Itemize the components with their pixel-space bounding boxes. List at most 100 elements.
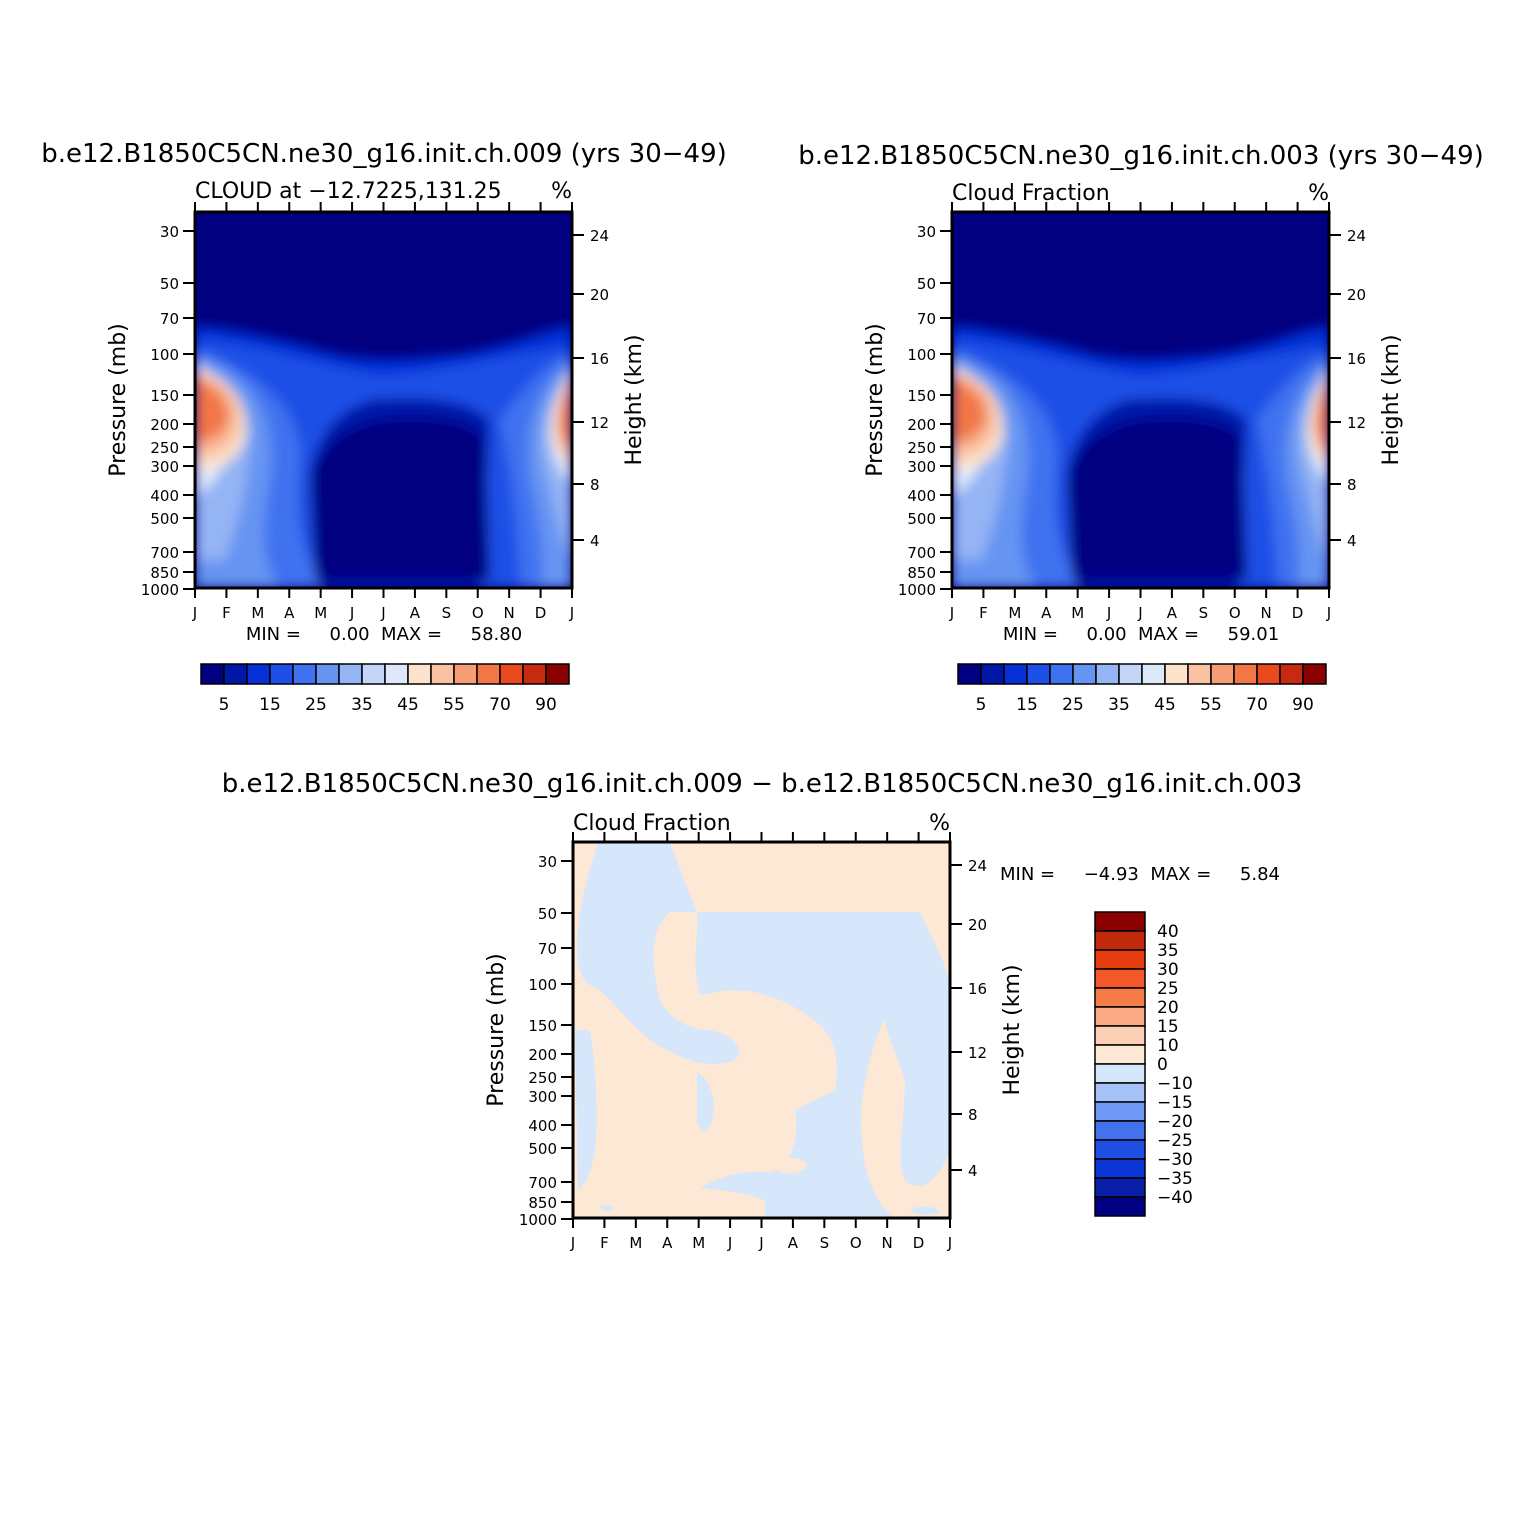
height-tick-label: 12 (590, 414, 609, 432)
month-tick-label: F (222, 604, 231, 622)
colorbar-label: −20 (1157, 1112, 1193, 1132)
month-tick-label: F (600, 1234, 609, 1252)
panel-3-ylabel: Pressure (mb) (484, 953, 509, 1107)
panel-2-contour-field (952, 212, 1329, 588)
month-tick-label: O (1229, 604, 1241, 622)
colorbar-box (407, 663, 432, 685)
colorbar-box (957, 663, 982, 685)
month-tick-label: S (820, 1234, 830, 1252)
colorbar-box (499, 663, 524, 685)
colorbar-label: 70 (489, 695, 511, 715)
pressure-tick-label: 1000 (141, 581, 179, 599)
panel-3-ylabel-right: Height (km) (1000, 964, 1025, 1095)
colorbar-box (1094, 1120, 1146, 1141)
colorbar-label: 55 (443, 695, 465, 715)
colorbar-box (315, 663, 340, 685)
colorbar-box (1095, 663, 1120, 685)
month-tick-label: M (629, 1234, 642, 1252)
colorbar-box (1164, 663, 1189, 685)
month-tick-label: J (349, 604, 354, 622)
pressure-tick-label: 500 (528, 1140, 557, 1158)
colorbar-label: 10 (1157, 1036, 1179, 1056)
colorbar-box (1094, 1044, 1146, 1065)
colorbar-box (269, 663, 294, 685)
colorbar-label: 35 (1108, 695, 1130, 715)
colorbar-box (223, 663, 248, 685)
pressure-tick-label: 400 (907, 487, 936, 505)
colorbar-label: 40 (1157, 922, 1179, 942)
colorbar-box (1094, 1139, 1146, 1160)
colorbar-label: 55 (1200, 695, 1222, 715)
colorbar-box (1187, 663, 1212, 685)
pressure-tick-label: 850 (907, 564, 936, 582)
panel-3-height-ticks: 24 20 16 12 8 4 (950, 857, 987, 1180)
colorbar-box (1094, 1177, 1146, 1198)
month-tick-label: A (662, 1234, 673, 1252)
month-tick-label: D (535, 604, 547, 622)
height-tick-label: 8 (590, 476, 600, 494)
panel-2-ylabel-right: Height (km) (1379, 334, 1404, 465)
pressure-tick-label: 700 (150, 544, 179, 562)
colorbar-box (246, 663, 271, 685)
month-tick-label: F (979, 604, 988, 622)
colorbar-box (292, 663, 317, 685)
pressure-tick-label: 100 (150, 346, 179, 364)
colorbar-box (1094, 1158, 1146, 1179)
panel-2-stats: MIN = 0.00 MAX = 59.01 (1003, 624, 1279, 645)
height-tick-label: 16 (968, 980, 987, 998)
month-tick-label: J (727, 1234, 732, 1252)
colorbar-box (1094, 968, 1146, 989)
month-tick-label: M (1008, 604, 1021, 622)
pressure-tick-label: 30 (160, 223, 179, 241)
month-tick-label: J (947, 1234, 952, 1252)
colorbar-label: 25 (305, 695, 327, 715)
panel-2: b.e12.B1850C5CN.ne30_g16.init.ch.003 (yr… (798, 141, 1484, 715)
pressure-tick-label: 30 (917, 223, 936, 241)
height-tick-label: 20 (1347, 286, 1366, 304)
height-tick-label: 12 (968, 1044, 987, 1062)
colorbar-box (1094, 911, 1146, 932)
colorbar-box (522, 663, 547, 685)
panel-3: b.e12.B1850C5CN.ne30_g16.init.ch.009 − b… (222, 769, 1303, 1252)
colorbar-label: 20 (1157, 998, 1179, 1018)
colorbar-label: −30 (1157, 1150, 1193, 1170)
month-tick-label: J (192, 604, 197, 622)
month-tick-label: J (569, 604, 574, 622)
height-tick-label: 4 (590, 532, 600, 550)
pressure-tick-label: 30 (538, 853, 557, 871)
pressure-tick-label: 700 (907, 544, 936, 562)
month-tick-label: N (1261, 604, 1272, 622)
panel-1-ylabel: Pressure (mb) (106, 323, 131, 477)
month-tick-label: M (251, 604, 264, 622)
pressure-tick-label: 500 (150, 510, 179, 528)
colorbar-label: 45 (397, 695, 419, 715)
month-tick-label: J (380, 604, 385, 622)
panel-2-title: b.e12.B1850C5CN.ne30_g16.init.ch.003 (yr… (798, 141, 1484, 171)
colorbar-label: 15 (1016, 695, 1038, 715)
colorbar-label: −40 (1157, 1188, 1193, 1208)
colorbar-box (980, 663, 1005, 685)
pressure-tick-label: 50 (538, 905, 557, 923)
colorbar-box (1094, 930, 1146, 951)
colorbar-box (1233, 663, 1258, 685)
pressure-tick-label: 150 (528, 1017, 557, 1035)
panel-1-contour-field (195, 212, 572, 588)
height-tick-label: 16 (590, 350, 609, 368)
colorbar-box (1256, 663, 1281, 685)
month-tick-label: N (504, 604, 515, 622)
panel-1-subtitle-right: % (551, 179, 572, 204)
panel-3-contour-field (573, 842, 950, 1218)
month-tick-label: S (1199, 604, 1209, 622)
panel-1-colorbar: 5 15 25 35 45 55 70 90 (200, 663, 570, 715)
month-tick-label: O (850, 1234, 862, 1252)
colorbar-box (1141, 663, 1166, 685)
panel-1-subtitle-left: CLOUD at −12.7225,131.25 (195, 179, 502, 204)
colorbar-label: 5 (976, 695, 987, 715)
colorbar-box (1094, 1006, 1146, 1027)
pressure-tick-label: 400 (528, 1117, 557, 1135)
pressure-tick-label: 150 (907, 387, 936, 405)
month-tick-label: J (758, 1234, 763, 1252)
